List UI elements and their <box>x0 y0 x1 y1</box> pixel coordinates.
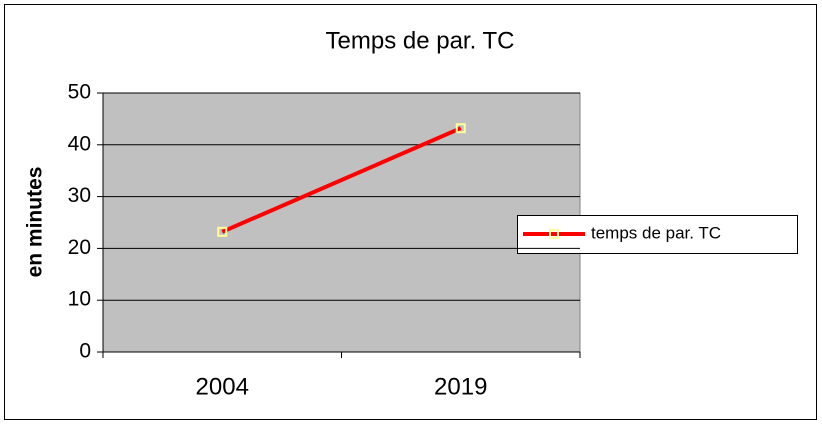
plot-area <box>102 92 581 353</box>
x-tick-label: 2004 <box>196 373 249 400</box>
x-tick-label: 2019 <box>434 373 487 400</box>
y-tick-label: 0 <box>79 340 91 363</box>
y-tick-label: 10 <box>68 288 91 311</box>
legend-marker <box>549 229 559 239</box>
chart-title: Temps de par. TC <box>326 27 515 54</box>
y-axis-label: en minutes <box>24 167 47 278</box>
legend-label: temps de par. TC <box>591 223 721 242</box>
marker <box>217 226 228 237</box>
line <box>221 126 462 234</box>
y-tick-label: 20 <box>68 236 91 259</box>
y-tick-label: 30 <box>68 184 91 207</box>
y-tick-label: 40 <box>68 132 91 155</box>
marker <box>455 123 466 134</box>
y-tick-label: 50 <box>68 81 91 104</box>
